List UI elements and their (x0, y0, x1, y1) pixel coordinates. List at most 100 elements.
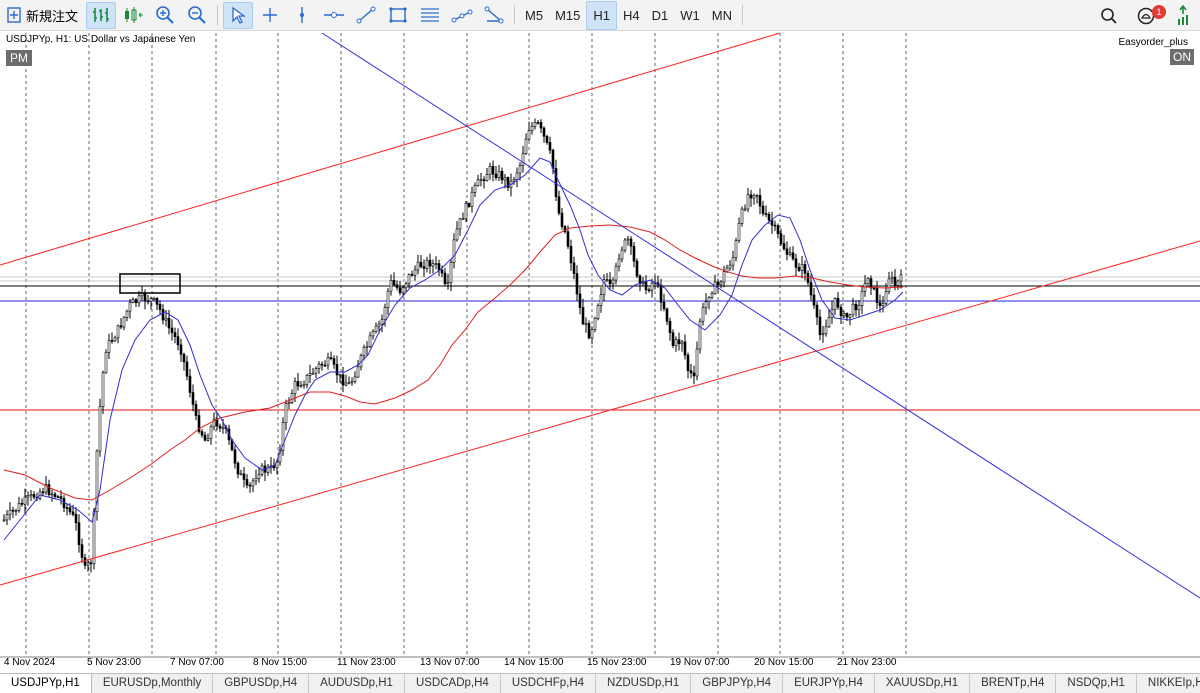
candle-body (425, 259, 429, 269)
candle-body (698, 320, 702, 350)
candle-body (32, 494, 36, 498)
symbol-tab[interactable]: USDCHFp,H4 (501, 674, 597, 693)
timeframe-m5[interactable]: M5 (525, 7, 544, 23)
symbol-tab[interactable]: XAUUSDp,H1 (875, 674, 971, 693)
candle-body (362, 347, 366, 356)
rectangle-button[interactable] (383, 2, 413, 29)
symbol-tab[interactable]: NZDUSDp,H1 (596, 674, 692, 693)
candle-body (77, 522, 81, 545)
price-chart[interactable] (0, 31, 1200, 673)
candle-body (212, 419, 216, 428)
candle-body (896, 280, 900, 286)
triangle-button[interactable] (479, 2, 509, 29)
candle-body (137, 295, 141, 304)
horizontal-line-icon (324, 12, 345, 18)
candle-body (179, 344, 183, 355)
candle-body (884, 291, 888, 304)
channel-lower-line[interactable] (0, 240, 1200, 586)
fibonacci-button[interactable] (415, 2, 445, 29)
cursor-button[interactable] (223, 1, 254, 29)
candle-body (194, 404, 198, 416)
candle-body (497, 170, 501, 178)
candle-body (413, 269, 417, 276)
candle-body (437, 263, 441, 271)
x-tick-label: 7 Nov 07:00 (170, 657, 224, 668)
candle-body (812, 294, 816, 306)
symbol-tab[interactable]: EURUSDp,Monthly (92, 674, 214, 693)
x-tick-label: 11 Nov 23:00 (337, 657, 396, 668)
toolbar-right: 1 (1093, 0, 1200, 31)
symbol-tab[interactable]: USDJPYp,H1 (0, 674, 92, 693)
zoom-out-button[interactable] (182, 2, 212, 29)
ea-on-toggle[interactable]: ON (1170, 49, 1194, 65)
channel-button[interactable] (447, 2, 477, 29)
candle-body (779, 233, 783, 244)
vertical-line-button[interactable] (287, 2, 317, 29)
candle-body (668, 320, 672, 333)
candle-body (422, 266, 426, 269)
notification-button[interactable]: 1 (1131, 2, 1166, 29)
candle-body (491, 165, 495, 175)
timeframe-m15[interactable]: M15 (555, 7, 581, 23)
candle-body (110, 340, 114, 342)
search-button[interactable] (1094, 2, 1124, 29)
chart-canvas[interactable] (0, 31, 1200, 673)
timeframe-mn[interactable]: MN (711, 7, 732, 23)
notification-badge: 1 (1152, 5, 1166, 19)
horizontal-line-button[interactable] (319, 2, 349, 29)
timeframe-h4[interactable]: H4 (623, 7, 640, 23)
candle-body (245, 479, 249, 486)
candle-body (578, 293, 582, 308)
symbol-tab[interactable]: GBPUSDp,H4 (213, 674, 310, 693)
timeframe-w1[interactable]: W1 (680, 7, 700, 23)
chart-candle-button[interactable] (118, 2, 148, 29)
trend-line-button[interactable] (351, 2, 381, 29)
signal-button[interactable] (1168, 2, 1198, 29)
new-order-button[interactable]: 新規注文 (1, 2, 84, 29)
x-tick-label: 4 Nov 2024 (4, 657, 56, 668)
rectangle-object[interactable] (119, 273, 181, 294)
symbol-tab[interactable]: USDCADp,H4 (405, 674, 501, 693)
candle-body (188, 375, 192, 393)
candle-body (428, 259, 432, 267)
candle-body (44, 484, 48, 493)
candle-body (314, 368, 318, 374)
candle-body (824, 326, 828, 335)
candle-body (182, 353, 186, 363)
candle-body (821, 333, 825, 336)
candle-body (626, 238, 630, 241)
candle-body (551, 149, 555, 169)
descending-trendline[interactable] (321, 32, 1200, 599)
candle-body (185, 361, 189, 377)
channel-upper-line[interactable] (0, 32, 781, 266)
candle-body (512, 179, 516, 182)
timeframe-d1[interactable]: D1 (651, 7, 669, 23)
new-order-icon (7, 7, 21, 23)
candle-body (887, 278, 891, 292)
candle-body (356, 366, 360, 378)
candle-body (443, 272, 447, 285)
candle-body (374, 325, 378, 332)
symbol-tab[interactable]: NSDQp,H1 (1056, 674, 1137, 693)
symbol-tab[interactable]: NIKKEIp,H1 (1137, 674, 1200, 693)
candle-body (419, 261, 423, 268)
zoom-in-button[interactable] (150, 2, 180, 29)
symbol-tab[interactable]: EURJPYp,H4 (783, 674, 875, 693)
candle-body (440, 269, 444, 274)
candle-body (632, 245, 636, 262)
candle-body (683, 341, 687, 356)
chart-bar-button[interactable] (86, 1, 117, 29)
candle-body (701, 307, 705, 322)
timeframe-h1[interactable]: H1 (586, 0, 617, 30)
vertical-line-icon (300, 7, 305, 23)
candle-body (251, 480, 255, 487)
candle-body (557, 196, 561, 214)
symbol-tab[interactable]: BRENTp,H4 (970, 674, 1057, 693)
candle-body (608, 279, 612, 285)
candle-body (479, 179, 483, 181)
candle-body (782, 243, 786, 250)
crosshair-button[interactable] (255, 2, 285, 29)
toolbar-separator (514, 5, 516, 25)
symbol-tab[interactable]: GBPJPYp,H4 (691, 674, 784, 693)
symbol-tab[interactable]: AUDUSDp,H1 (309, 674, 405, 693)
